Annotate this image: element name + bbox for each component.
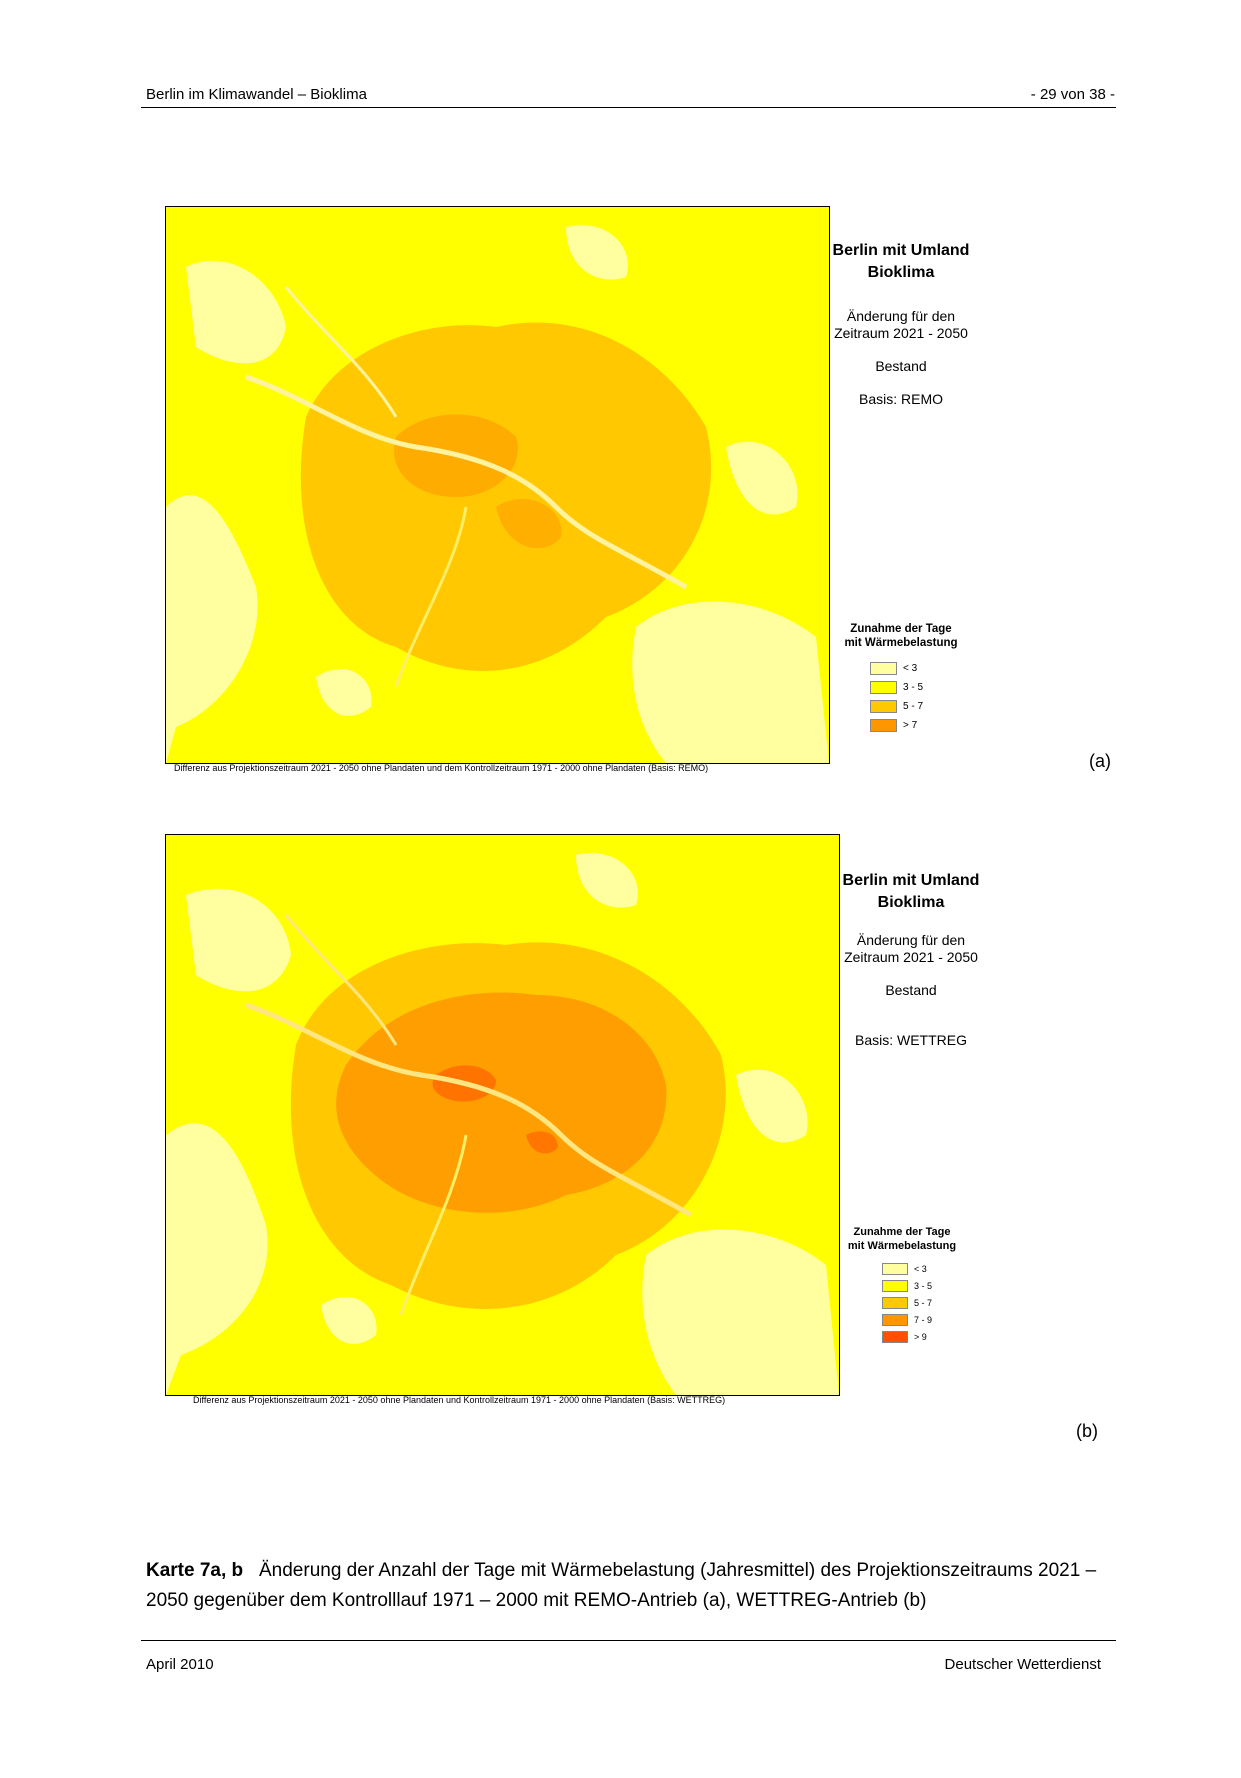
legend-item: < 3: [870, 662, 917, 675]
map-b-status: Bestand: [885, 982, 937, 998]
map-b-graphic: [166, 835, 839, 1395]
legend-item: 3 - 5: [870, 681, 923, 694]
map-a-subtitle: Bioklima: [867, 264, 935, 281]
map-a: [165, 206, 830, 764]
footer-rule: [141, 1640, 1116, 1641]
legend-item: > 9: [882, 1331, 927, 1343]
legend-swatch: [882, 1263, 908, 1275]
header-rule: [141, 107, 1116, 108]
map-b-legend-title: Zunahme der Tage mit Wärmebelastung: [847, 1226, 957, 1252]
map-a-basis: Basis: REMO: [858, 391, 943, 407]
map-a-legend-title: Zunahme der Tage mit Wärmebelastung: [844, 623, 958, 649]
legend-swatch: [882, 1314, 908, 1326]
map-a-title: Berlin mit Umland: [832, 242, 970, 259]
caption-text: Änderung der Anzahl der Tage mit Wärmebe…: [146, 1560, 1097, 1611]
legend-swatch: [870, 681, 897, 694]
map-b-basis: Basis: WETTREG: [854, 1032, 967, 1048]
header-title: Berlin im Klimawandel – Bioklima: [146, 86, 367, 103]
map-a-change-line2: Zeitraum 2021 - 2050: [834, 325, 968, 341]
footer-publisher: Deutscher Wetterdienst: [944, 1656, 1101, 1673]
map-a-panel-label: (a): [1089, 751, 1111, 771]
map-b-info: Berlin mit Umland Bioklima Änderung für …: [836, 870, 986, 1049]
caption-label: Karte 7a, b: [146, 1560, 244, 1581]
map-b-source-note: Differenz aus Projektionszeitraum 2021 -…: [193, 1395, 726, 1405]
legend-item: 7 - 9: [882, 1314, 932, 1326]
map-a-info: Berlin mit Umland Bioklima Änderung für …: [826, 240, 976, 408]
map-a-source-note: Differenz aus Projektionszeitraum 2021 -…: [174, 763, 709, 773]
map-b: [165, 834, 840, 1396]
legend-item: > 7: [870, 719, 917, 732]
map-b-change-line2: Zeitraum 2021 - 2050: [844, 949, 978, 965]
map-b-panel-label: (b): [1076, 1421, 1098, 1441]
legend-swatch: [870, 700, 897, 713]
legend-item: 5 - 7: [882, 1297, 932, 1309]
map-b-change-line1: Änderung für den: [856, 932, 966, 948]
legend-item: < 3: [882, 1263, 927, 1275]
legend-swatch: [882, 1331, 908, 1343]
map-b-title: Berlin mit Umland: [842, 872, 980, 889]
map-a-graphic: [166, 207, 829, 763]
figure-caption: Karte 7a, b Änderung der Anzahl der Tage…: [146, 1556, 1131, 1616]
map-b-subtitle: Bioklima: [877, 894, 945, 911]
map-a-status: Bestand: [875, 358, 927, 374]
map-a-change-line1: Änderung für den: [846, 308, 956, 324]
legend-swatch: [882, 1280, 908, 1292]
page-number: - 29 von 38 -: [1030, 86, 1115, 103]
legend-swatch: [870, 719, 897, 732]
legend-swatch: [870, 662, 897, 675]
footer-date: April 2010: [146, 1656, 214, 1673]
legend-swatch: [882, 1297, 908, 1309]
legend-item: 3 - 5: [882, 1280, 932, 1292]
legend-item: 5 - 7: [870, 700, 923, 713]
